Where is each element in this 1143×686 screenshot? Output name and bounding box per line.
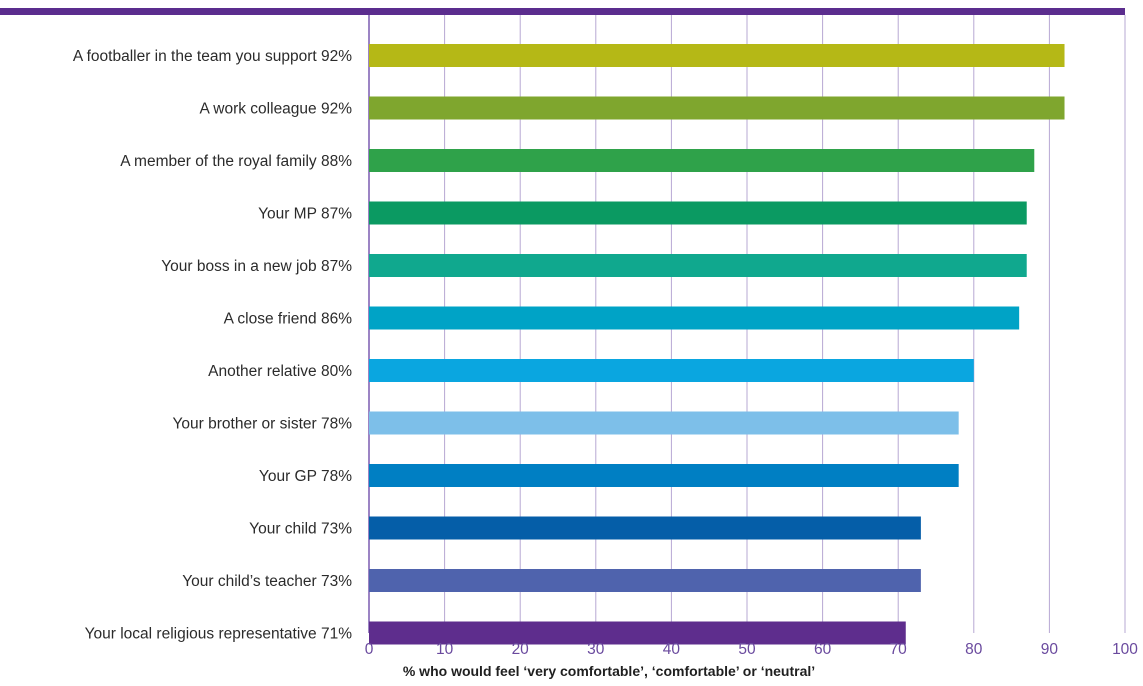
category-label: Another relative 80% [208, 363, 352, 380]
x-axis-title: % who would feel ‘very comfortable’, ‘co… [0, 663, 1118, 679]
category-label: A member of the royal family 88% [120, 153, 352, 170]
x-tick-label: 60 [814, 641, 832, 658]
category-label: Your child’s teacher 73% [182, 573, 352, 590]
x-tick-label: 10 [436, 641, 454, 658]
bar [369, 202, 1027, 225]
x-tick-label: 50 [738, 641, 756, 658]
bar [369, 464, 959, 487]
x-tick-label: 40 [663, 641, 681, 658]
x-tick-label: 90 [1041, 641, 1059, 658]
bar [369, 44, 1065, 67]
bar [369, 254, 1027, 277]
bar [369, 97, 1065, 120]
bar [369, 307, 1019, 330]
x-tick-label: 70 [890, 641, 908, 658]
bar [369, 149, 1034, 172]
category-label: A footballer in the team you support 92% [73, 48, 352, 65]
category-label: Your boss in a new job 87% [161, 258, 352, 275]
category-label: Your child 73% [249, 521, 352, 538]
bar [369, 569, 921, 592]
x-tick-label: 80 [965, 641, 983, 658]
category-label: Your local religious representative 71% [85, 626, 353, 643]
category-label: Your MP 87% [258, 206, 352, 223]
bar [369, 412, 959, 435]
bar [369, 517, 921, 540]
bar [369, 359, 974, 382]
category-label: Your GP 78% [259, 468, 352, 485]
x-tick-label: 20 [512, 641, 530, 658]
category-label: Your brother or sister 78% [173, 416, 353, 433]
category-label: A work colleague 92% [199, 101, 352, 118]
x-tick-label: 30 [587, 641, 605, 658]
x-tick-label: 0 [365, 641, 374, 658]
category-label: A close friend 86% [224, 311, 353, 328]
x-tick-label: 100 [1112, 641, 1138, 658]
